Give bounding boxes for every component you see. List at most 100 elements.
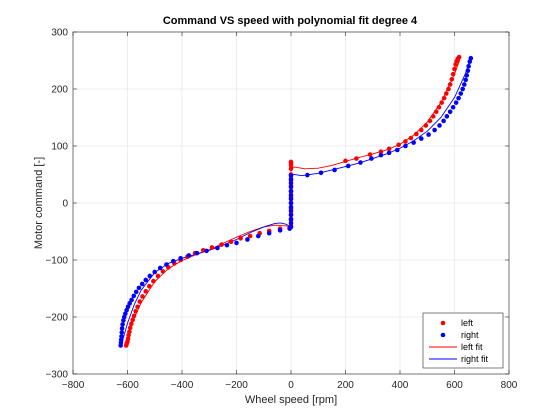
left-point <box>444 91 449 96</box>
left-point <box>433 109 439 115</box>
left-point <box>396 142 401 148</box>
left-point <box>423 123 429 128</box>
left-point <box>247 233 253 239</box>
legend-marker-left <box>440 320 446 326</box>
left-point <box>450 71 456 77</box>
right-point <box>266 230 272 236</box>
chart-title: Command VS speed with polynomial fit deg… <box>163 15 418 27</box>
left-point <box>452 66 457 72</box>
right-point <box>129 297 134 303</box>
right-point <box>178 255 183 261</box>
left-point <box>408 135 414 141</box>
right-point <box>460 86 465 92</box>
right-point <box>288 200 294 206</box>
left-point <box>133 309 138 314</box>
right-point <box>133 289 139 295</box>
right-point <box>119 330 125 335</box>
y-tick-label: −200 <box>45 313 68 324</box>
right-point <box>332 167 337 173</box>
right-point <box>288 173 294 178</box>
x-tick-label: −200 <box>225 380 248 391</box>
right-point <box>358 160 363 165</box>
right-point <box>464 73 470 78</box>
y-tick-label: −300 <box>45 370 68 381</box>
right-point <box>432 127 437 133</box>
right-point <box>288 220 294 226</box>
right-point <box>170 258 176 264</box>
right-point <box>462 82 467 87</box>
right-point <box>288 224 294 230</box>
left-point <box>354 156 359 161</box>
right-point <box>234 240 239 246</box>
right-point <box>157 265 163 271</box>
axis-ticks: −800 −600 −400 −200 0 200 400 600 800 −300 −200 −10… <box>45 28 517 392</box>
left-point <box>127 325 133 331</box>
left-point <box>125 336 131 341</box>
right-point <box>466 63 471 69</box>
legend-label-right-fit: right fit <box>461 354 489 364</box>
right-point <box>288 192 294 198</box>
right-point <box>288 196 294 202</box>
y-tick-label: 200 <box>51 85 68 96</box>
left-point <box>131 313 137 319</box>
right-point <box>426 132 431 137</box>
right-point <box>441 118 446 124</box>
left-point <box>427 118 433 124</box>
right-point <box>345 163 351 169</box>
y-tick-label: 0 <box>62 199 68 210</box>
right-point <box>120 322 125 327</box>
right-point <box>127 301 132 306</box>
x-tick-label: −400 <box>171 380 194 391</box>
right-point <box>277 228 283 233</box>
right-point <box>215 245 220 251</box>
right-point <box>288 212 294 218</box>
right-point <box>288 188 294 194</box>
left-point <box>439 100 444 105</box>
right-point <box>255 233 261 239</box>
right-point <box>194 250 200 256</box>
right-point <box>288 180 294 186</box>
left-point <box>343 158 348 164</box>
left-point <box>446 86 451 92</box>
left-point <box>143 289 149 294</box>
right-fit-line <box>120 56 472 348</box>
right-point <box>152 269 158 275</box>
right-point <box>450 104 456 110</box>
right-point <box>463 77 468 83</box>
left-point <box>127 329 132 335</box>
right-point <box>119 326 125 331</box>
x-tick-label: 600 <box>446 380 463 391</box>
right-point <box>125 304 131 310</box>
right-point <box>131 293 137 299</box>
left-point <box>238 236 243 241</box>
right-point <box>394 147 400 153</box>
legend-label-left-fit: left fit <box>461 342 483 352</box>
right-point <box>118 337 124 343</box>
x-tick-label: −800 <box>62 380 85 391</box>
left-point <box>129 321 134 327</box>
right-point <box>305 172 310 178</box>
left-point <box>430 114 436 119</box>
right-point <box>186 253 192 258</box>
right-point <box>147 273 153 279</box>
right-point <box>139 281 145 287</box>
right-point <box>453 100 459 105</box>
left-point <box>155 273 161 279</box>
right-point <box>447 109 453 115</box>
left-point <box>449 77 455 82</box>
x-tick-label: 800 <box>501 380 518 391</box>
left-point <box>436 104 442 110</box>
right-point <box>318 170 324 176</box>
right-point <box>288 184 294 190</box>
right-point <box>164 262 169 267</box>
right-point <box>224 242 230 248</box>
left-point <box>288 166 294 172</box>
legend: left right left fit right fit <box>422 312 504 369</box>
left-point <box>441 95 447 101</box>
left-point <box>386 146 392 152</box>
left-point <box>378 149 384 154</box>
legend-label-left: left <box>461 318 474 328</box>
y-axis-title: Motor command [-] <box>33 157 45 249</box>
right-point <box>288 216 294 222</box>
